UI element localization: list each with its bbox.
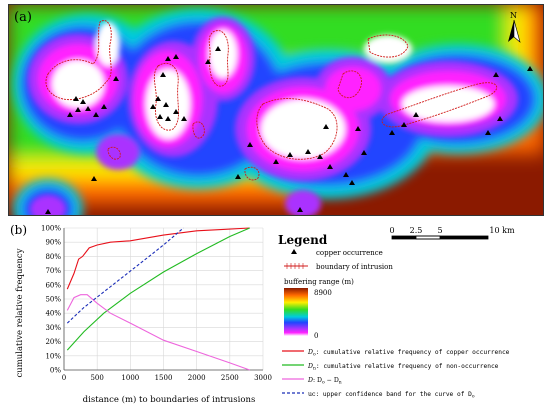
curves: [66, 227, 250, 371]
x-tick-label: 2500: [221, 374, 239, 382]
buffer-max: 8900: [314, 289, 332, 297]
scale-bar: 0 2.5 5 10 km: [389, 226, 515, 240]
buffer-min: 0: [314, 332, 318, 340]
legend-do: Do: cumulative relative frequency of cop…: [307, 349, 510, 358]
x-tick-label: 3000: [254, 374, 272, 382]
scale-tick-10: 10 km: [489, 226, 515, 235]
y-tick-label: 40%: [45, 310, 61, 318]
y-tick-label: 30%: [45, 324, 61, 332]
x-tick-label: 500: [90, 374, 103, 382]
y-tick-label: 70%: [45, 267, 61, 275]
x-tick-label: 1000: [121, 374, 139, 382]
x-tick-label: 2000: [188, 374, 206, 382]
y-tick-label: 10%: [45, 352, 61, 360]
scale-tick-0: 0: [389, 226, 394, 235]
y-axis-label: cumulative relative frequency: [15, 248, 25, 377]
x-tick-label: 1500: [155, 374, 173, 382]
grid: [63, 227, 264, 371]
scale-tick-5: 5: [437, 226, 442, 235]
legend-title: Legend: [278, 233, 328, 247]
legend-d: D: Do − Dn: [307, 377, 342, 386]
y-tick-label: 50%: [45, 296, 61, 304]
legend-uc: uc: upper confidence band for the curve …: [308, 391, 475, 400]
series-line-uc: [66, 227, 184, 324]
occurrence-symbol-icon: [291, 249, 297, 254]
y-tick-label: 60%: [45, 281, 61, 289]
scale-tick-2-5: 2.5: [410, 226, 423, 235]
y-tick-label: 20%: [45, 338, 61, 346]
buffer-map: (a) N: [8, 4, 544, 216]
x-tick-label: 0: [62, 374, 66, 382]
legend: Legend 0 2.5 5 10 km copper occurrence b…: [278, 226, 515, 400]
frequency-chart: (b) 0% 10% 20% 30% 40% 50% 60% 70% 80% 90% 100% 0 5…: [10, 223, 272, 405]
x-axis-label: distance (m) to boundaries of intrusions: [83, 394, 256, 405]
y-tick-label: 90%: [45, 239, 61, 247]
series-line-dn: [66, 227, 250, 351]
series-line-d: [66, 294, 250, 371]
north-arrow-icon: N: [508, 11, 521, 43]
y-tick-label: 0%: [50, 367, 61, 375]
intrusion-symbol-icon: [284, 263, 308, 269]
buffer-title: buffering range (m): [284, 278, 354, 286]
intrusion-boundaries: [45, 20, 498, 181]
buffer-colorbar: [284, 288, 308, 336]
panel-a-label: (a): [14, 10, 32, 25]
legend-intrusion: boundary of intrusion: [316, 263, 393, 271]
y-tick-label: 80%: [45, 253, 61, 261]
legend-occurrence: copper occurrence: [316, 249, 383, 257]
y-tick-labels: 0% 10% 20% 30% 40% 50% 60% 70% 80% 90% 100%: [41, 225, 61, 375]
copper-occurrences: [45, 46, 533, 214]
y-tick-label: 100%: [41, 225, 61, 233]
series-line-do: [66, 227, 250, 290]
legend-dn: Dn: cumulative relative frequency of non…: [307, 363, 499, 372]
x-tick-labels: 0 500 1000 1500 2000 2500 3000: [62, 374, 272, 382]
north-label: N: [510, 11, 517, 20]
panel-b-label: (b): [10, 223, 27, 237]
